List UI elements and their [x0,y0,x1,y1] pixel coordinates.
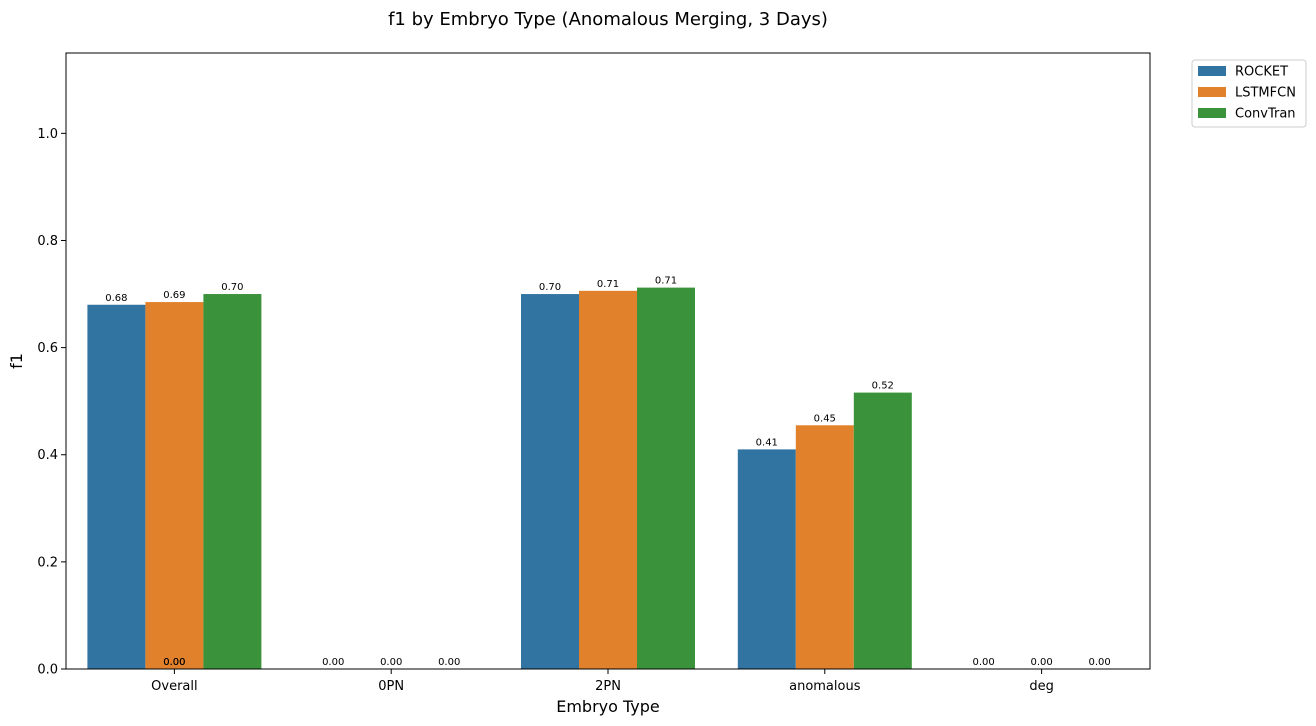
legend-label: ROCKET [1235,65,1288,80]
bar-lstmfcn-2pn [579,290,637,669]
data-label: 0.00 [1030,657,1052,668]
data-label: 0.00 [438,657,460,668]
legend-swatch [1198,108,1226,118]
x-tick-label: 2PN [595,679,621,694]
data-label: 0.52 [872,381,894,392]
y-tick-label: 0.6 [37,341,58,356]
bar-rocket-2pn [521,294,579,669]
chart-title: f1 by Embryo Type (Anomalous Merging, 3 … [388,9,828,30]
data-label: 0.71 [655,276,677,287]
data-label: 0.00 [972,657,994,668]
x-tick-label: deg [1029,679,1054,694]
data-label: 0.00 [322,657,344,668]
data-label: 0.68 [105,293,127,304]
bar-rocket-overall [87,304,146,669]
x-tick-label: Overall [151,679,197,694]
data-label: 0.00 [1088,657,1110,668]
y-tick-label: 0.2 [37,555,58,570]
y-tick-label: 0.8 [37,234,58,249]
plot-area [87,287,912,669]
y-tick-label: 1.0 [37,127,58,142]
data-label: 0.45 [814,413,836,424]
bar-convtran-overall [203,294,262,669]
legend-swatch [1198,66,1226,76]
bar-convtran-2pn [637,287,695,669]
legend-swatch [1198,87,1226,97]
bar-lstmfcn-overall [145,302,204,669]
y-axis-label: f1 [7,353,26,369]
bar-rocket-anomalous [737,449,796,669]
bar-convtran-anomalous [853,392,912,669]
legend: ROCKET LSTMFCN ConvTran [1191,59,1307,128]
legend-label: ConvTran [1235,107,1296,122]
y-tick-label: 0.4 [37,448,58,463]
x-axis-label: Embryo Type [556,697,660,716]
overlay-data-label: 0.00 [163,657,185,668]
x-tick-label: anomalous [789,679,861,694]
data-label: 0.41 [756,437,778,448]
bar-lstmfcn-anomalous [795,425,854,669]
data-label: 0.69 [163,290,185,301]
data-label: 0.70 [221,282,243,293]
x-tick-label: 0PN [378,679,404,694]
legend-label: LSTMFCN [1235,86,1296,101]
overlay-data-label: 0.00 [163,657,185,668]
y-tick-label: 0.0 [37,663,58,678]
data-label: 0.00 [380,657,402,668]
data-label: 0.71 [597,279,619,290]
data-label: 0.70 [539,282,561,293]
